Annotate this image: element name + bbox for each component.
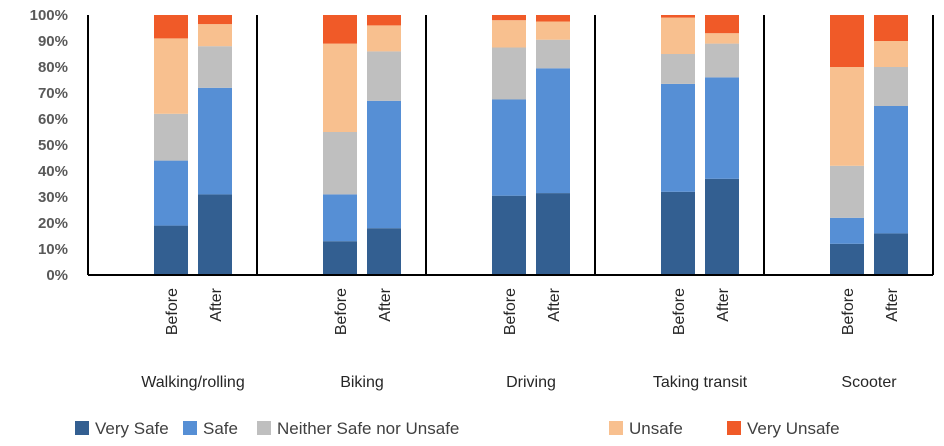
bar-category-label: Before <box>164 288 181 335</box>
bar-segment <box>154 38 188 114</box>
group-label: Scooter <box>841 374 897 391</box>
legend-label: Neither Safe nor Unsafe <box>277 419 459 438</box>
group-label: Walking/rolling <box>141 374 244 391</box>
legend-label: Safe <box>203 419 238 438</box>
legend-label: Very Unsafe <box>747 419 840 438</box>
bar-segment <box>323 132 357 195</box>
bar-segment <box>661 191 695 275</box>
bar-segment <box>198 87 232 195</box>
bar-category-label: After <box>208 287 225 321</box>
group-label: Biking <box>340 374 384 391</box>
bar-segment <box>367 228 401 275</box>
bar-segment <box>661 54 695 84</box>
bar-category-label: After <box>546 287 563 321</box>
bar-category-label: After <box>377 287 394 321</box>
bar-segment <box>661 17 695 55</box>
bar-category-label: Before <box>502 288 519 335</box>
bar-segment <box>323 241 357 275</box>
bar-segment <box>198 194 232 275</box>
bar-segment <box>705 33 739 44</box>
bar-segment <box>536 68 570 194</box>
bar-segment <box>323 15 357 44</box>
bar-segment <box>536 21 570 40</box>
group-label: Taking transit <box>653 374 748 391</box>
legend-swatch <box>183 421 197 435</box>
y-tick-label: 10% <box>38 241 68 258</box>
y-axis-ticks: 0% 10% 20% 30% 40% 50% 60% 70% 80% 90% 100% <box>30 7 68 284</box>
bar-segment <box>323 194 357 242</box>
legend-label: Unsafe <box>629 419 683 438</box>
bar-segment <box>830 217 864 244</box>
bar-segment <box>536 39 570 69</box>
bar-segment <box>198 46 232 88</box>
y-tick-label: 60% <box>38 111 68 128</box>
y-tick-label: 0% <box>46 267 68 284</box>
legend-label: Very Safe <box>95 419 169 438</box>
x-axis-labels: Before After Walking/rolling Before After Bik… <box>141 287 901 391</box>
y-tick-label: 50% <box>38 137 68 154</box>
bar-segment <box>830 15 864 67</box>
bar-segment <box>536 15 570 22</box>
bar-category-label: Before <box>671 288 688 335</box>
legend: Very Safe Safe Neither Safe nor Unsafe Unsa… <box>75 419 840 438</box>
y-tick-label: 40% <box>38 163 68 180</box>
bar-segment <box>492 15 526 21</box>
bar-segment <box>154 225 188 275</box>
bar-segment <box>154 15 188 39</box>
bar-segment <box>492 195 526 275</box>
bar-segment <box>536 193 570 275</box>
bar-segment <box>874 15 908 41</box>
bar-segment <box>367 25 401 52</box>
bar-segment <box>830 67 864 166</box>
bar-segment <box>874 233 908 275</box>
bar-segment <box>367 15 401 26</box>
y-tick-label: 30% <box>38 189 68 206</box>
bar-category-label: After <box>884 287 901 321</box>
axes <box>87 15 934 276</box>
bar-segment <box>830 165 864 218</box>
bar-segment <box>874 41 908 67</box>
bar-segment <box>367 51 401 101</box>
y-tick-label: 70% <box>38 85 68 102</box>
bar-segment <box>492 47 526 100</box>
y-tick-label: 20% <box>38 215 68 232</box>
bar-segment <box>874 67 908 106</box>
y-tick-label: 100% <box>30 7 68 24</box>
group-label: Driving <box>506 374 556 391</box>
bar-segment <box>154 160 188 226</box>
bar-segment <box>492 20 526 48</box>
bar-segment <box>705 43 739 78</box>
bar-segment <box>874 106 908 234</box>
bar-category-label: Before <box>840 288 857 335</box>
bar-segment <box>198 24 232 47</box>
y-tick-label: 90% <box>38 33 68 50</box>
bar-segment <box>830 243 864 275</box>
bars <box>154 15 908 275</box>
bar-segment <box>661 15 695 18</box>
bar-segment <box>198 15 232 25</box>
legend-swatch <box>257 421 271 435</box>
bar-segment <box>323 43 357 132</box>
bar-segment <box>367 100 401 229</box>
bar-segment <box>154 113 188 161</box>
bar-segment <box>705 77 739 179</box>
legend-swatch <box>75 421 89 435</box>
bar-category-label: Before <box>333 288 350 335</box>
bar-segment <box>705 178 739 275</box>
legend-swatch <box>609 421 623 435</box>
bar-category-label: After <box>715 287 732 321</box>
bar-segment <box>705 15 739 34</box>
bar-segment <box>492 99 526 196</box>
y-tick-label: 80% <box>38 59 68 76</box>
legend-swatch <box>727 421 741 435</box>
bar-segment <box>661 83 695 192</box>
